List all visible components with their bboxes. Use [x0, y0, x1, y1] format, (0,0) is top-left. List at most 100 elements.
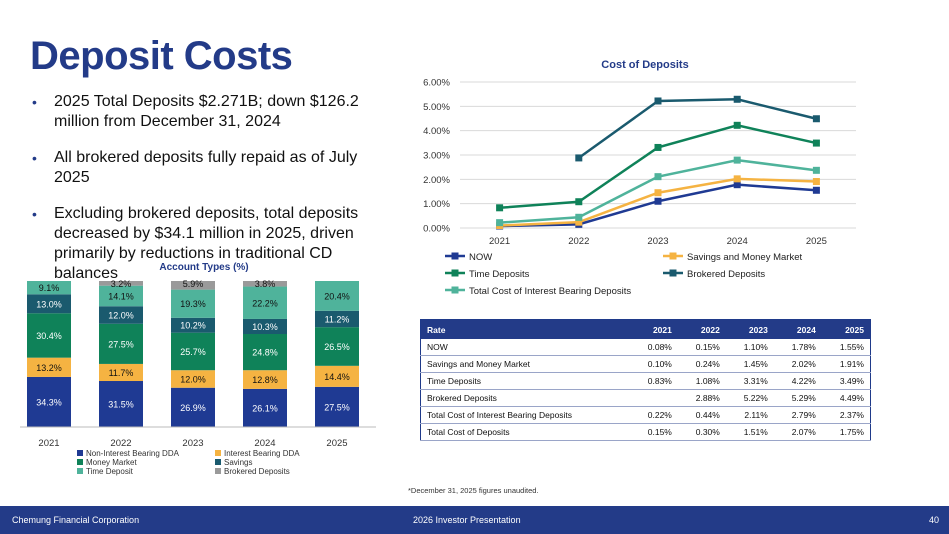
bar-data-label: 22.2% — [252, 298, 278, 308]
table-cell: 3.49% — [821, 372, 871, 390]
bar-segment — [315, 327, 359, 366]
bullet-text: All brokered deposits fully repaid as of… — [54, 149, 358, 186]
legend-swatch — [77, 450, 83, 456]
footer-presentation: 2026 Investor Presentation — [413, 515, 521, 525]
y-tick-label: 1.00% — [423, 199, 450, 210]
bar-data-label: 34.3% — [36, 397, 62, 407]
data-point — [654, 97, 662, 105]
legend-label: Non-Interest Bearing DDA — [86, 449, 180, 458]
bar-data-label: 11.2% — [325, 314, 350, 324]
bar-data-label: 12.0% — [180, 374, 206, 384]
data-point — [654, 189, 662, 197]
table-cell: Brokered Deposits — [420, 389, 630, 407]
data-point — [733, 156, 741, 164]
bar-segment — [171, 289, 215, 318]
data-point — [812, 115, 820, 123]
y-tick-label: 2.00% — [423, 175, 450, 186]
legend-label: Total Cost of Interest Bearing Deposits — [469, 286, 631, 297]
data-point — [654, 173, 662, 181]
table-row: Total Cost of Interest Bearing Deposits … — [420, 406, 871, 424]
bullet-item: • Excluding brokered deposits, total depo… — [30, 204, 390, 284]
bar-segment — [315, 281, 359, 311]
data-point — [496, 204, 504, 212]
bar-segment — [99, 306, 143, 324]
table-cell: 0.30% — [677, 423, 726, 441]
table-cell: 1.08% — [677, 372, 726, 390]
y-tick-label: 5.00% — [423, 102, 450, 113]
legend-label: Interest Bearing DDA — [224, 449, 300, 458]
bar-data-label: 26.5% — [324, 342, 350, 352]
table-header: Rate — [420, 319, 630, 339]
bar-data-label: 11.7% — [109, 368, 134, 378]
bar-segment — [243, 388, 287, 427]
legend-marker — [669, 269, 677, 277]
table-cell: 2.11% — [725, 406, 774, 424]
series-line — [578, 98, 817, 159]
table-cell: Time Deposits — [420, 372, 630, 390]
legend-label: NOW — [469, 252, 492, 263]
bar-data-label: 12.0% — [108, 311, 134, 321]
bar-segment — [171, 317, 215, 333]
footer-bar: Chemung Financial Corporation 2026 Inves… — [0, 506, 949, 534]
table-row: Time Deposits 0.83% 1.08% 3.31% 4.22% 3.… — [420, 372, 871, 390]
bullet-dot-icon: • — [32, 206, 37, 222]
y-tick-label: 4.00% — [423, 126, 450, 137]
bar-segment — [315, 386, 359, 427]
legend-swatch — [215, 450, 221, 456]
bar-data-label: 26.1% — [252, 403, 278, 413]
bar-data-label: 30.4% — [36, 331, 62, 341]
data-point — [812, 186, 820, 194]
y-tick-label: 6.00% — [423, 78, 450, 89]
bar-segment — [243, 281, 287, 287]
bar-data-label: 3.8% — [255, 279, 276, 289]
bar-segment — [171, 281, 215, 290]
table-header: 2023 — [725, 319, 774, 339]
legend-label: Savings and Money Market — [687, 252, 802, 263]
rate-table: Rate 2021 2022 2023 2024 2025 NOW 0.08% … — [420, 319, 871, 441]
line-chart-title: Cost of Deposits — [601, 59, 688, 71]
legend-label: Brokered Deposits — [687, 269, 765, 280]
y-tick-label: 3.00% — [423, 151, 450, 162]
table-cell: 1.91% — [821, 355, 871, 373]
data-point — [575, 154, 583, 162]
table-cell: Savings and Money Market — [420, 355, 630, 373]
table-header: 2024 — [773, 319, 822, 339]
x-tick-label: 2025 — [806, 236, 827, 247]
table-row: Total Cost of Deposits 0.15% 0.30% 1.51%… — [420, 423, 871, 441]
bar-data-label: 31.5% — [108, 400, 134, 410]
footnote: *December 31, 2025 figures unaudited. — [408, 486, 539, 495]
data-point — [733, 121, 741, 129]
table-cell: 1.45% — [725, 355, 774, 373]
bar-segment — [27, 357, 71, 377]
table-cell: 1.51% — [725, 423, 774, 441]
bar-segment — [171, 332, 215, 371]
bar-data-label: 24.8% — [252, 348, 278, 358]
legend-marker — [451, 269, 459, 277]
bar-segment — [315, 310, 359, 328]
table-row: Savings and Money Market 0.10% 0.24% 1.4… — [420, 355, 871, 373]
bar-data-label: 20.4% — [324, 291, 350, 301]
data-point — [575, 213, 583, 221]
data-point — [654, 143, 662, 151]
data-point — [575, 198, 583, 206]
table-cell: Total Cost of Interest Bearing Deposits — [420, 406, 630, 424]
bar-segment — [27, 376, 71, 427]
table-row: Brokered Deposits 2.88% 5.22% 5.29% 4.49… — [420, 389, 871, 407]
cost-of-deposits-chart: Cost of Deposits 0.00% 1.00% 2.00% 3.00% 4.00… — [423, 59, 856, 297]
footer-company: Chemung Financial Corporation — [12, 515, 140, 525]
legend-swatch — [77, 459, 83, 465]
table-cell: 3.31% — [725, 372, 774, 390]
bullet-text: Excluding brokered deposits, total depos… — [54, 205, 359, 282]
table-cell: NOW — [420, 339, 630, 356]
legend-marker — [669, 252, 677, 260]
table-cell: 0.15% — [677, 339, 726, 356]
bar-data-label: 5.9% — [183, 279, 204, 289]
bar-data-label: 9.1% — [39, 283, 60, 293]
bar-segment — [99, 281, 143, 286]
data-point — [733, 95, 741, 103]
data-point — [733, 181, 741, 189]
table-cell: 1.75% — [821, 423, 871, 441]
bar-segment — [243, 318, 287, 334]
account-types-chart: Account Types (%) 34.3% 13.2% 30.4% 13.0% 9.1… — [20, 262, 376, 476]
legend-swatch — [215, 459, 221, 465]
